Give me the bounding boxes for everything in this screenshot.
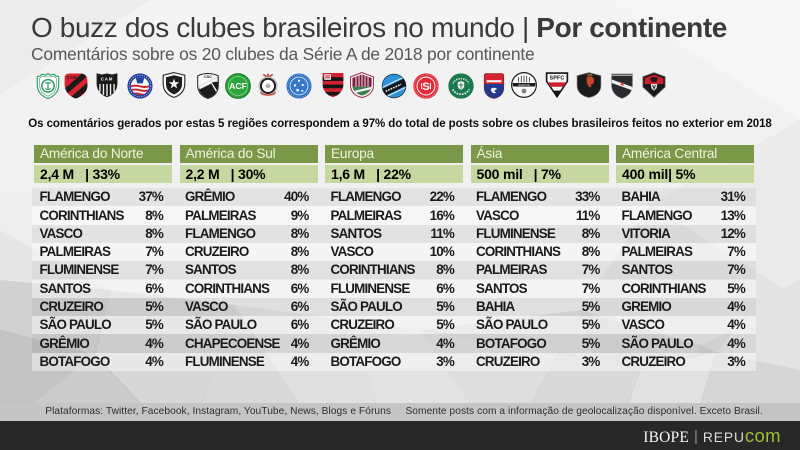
- svg-text:S: S: [422, 81, 430, 93]
- svg-text:SPFC: SPFC: [549, 75, 564, 81]
- svg-text:SANTOS: SANTOS: [518, 83, 530, 87]
- svg-text:CAM: CAM: [101, 77, 113, 82]
- svg-text:CAP: CAP: [67, 75, 77, 80]
- svg-text:CSC: CSC: [204, 75, 212, 79]
- svg-text:ACF: ACF: [229, 81, 247, 91]
